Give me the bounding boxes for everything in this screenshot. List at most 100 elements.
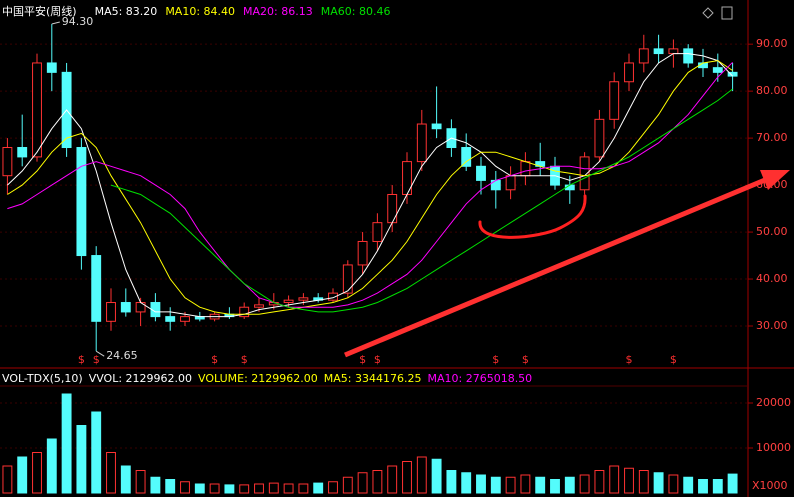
candle-body xyxy=(638,48,649,64)
volume-bar xyxy=(372,470,383,494)
volume-unit: X1000 xyxy=(752,479,788,492)
volume-bar xyxy=(61,393,72,494)
ma-line xyxy=(7,60,733,315)
volume-bar xyxy=(268,482,279,494)
candle-body xyxy=(505,175,516,191)
candle-body xyxy=(594,118,605,158)
candle-body xyxy=(17,147,28,158)
volume-bar xyxy=(313,482,324,494)
volume-bar xyxy=(194,483,205,494)
volume-bar xyxy=(624,467,634,494)
ma-line xyxy=(7,53,733,318)
signal-marker: $ xyxy=(492,353,499,366)
candle-body xyxy=(431,123,442,130)
candle-body xyxy=(579,156,590,191)
volume-bar xyxy=(328,481,338,494)
volume-bar xyxy=(17,456,28,494)
volume-bar xyxy=(402,461,412,494)
volume-bar xyxy=(712,479,723,494)
candle-body xyxy=(520,161,531,177)
signal-marker: $ xyxy=(93,353,100,366)
ma-line xyxy=(110,88,733,313)
candle-body xyxy=(416,123,427,163)
candle-body xyxy=(106,302,116,322)
volume-legend-entry: VOLUME: 2129962.00 xyxy=(198,372,318,385)
volume-title: VOL-TDX(5,10) xyxy=(2,372,83,385)
candle-body xyxy=(357,240,368,266)
candle-body xyxy=(32,62,42,158)
volume-bar xyxy=(387,465,398,494)
volume-bar xyxy=(150,476,161,494)
y-tick-label: 70.00 xyxy=(756,131,788,144)
volume-bar xyxy=(342,476,353,494)
volume-bar xyxy=(416,456,427,494)
candle-body xyxy=(180,316,190,322)
signal-marker: $ xyxy=(670,353,677,366)
chart-title: 中国平安(周线) xyxy=(2,4,77,18)
legend-entry: MA5: 83.20 xyxy=(95,5,158,18)
y-tick-label: 80.00 xyxy=(756,84,788,97)
volume-bar xyxy=(298,483,309,494)
volume-bar xyxy=(476,474,486,494)
legend-entry: MA20: 86.13 xyxy=(243,5,313,18)
candle-body xyxy=(76,147,87,257)
candle-body xyxy=(668,48,679,55)
toolbar-icons xyxy=(702,6,733,20)
volume-bar xyxy=(594,470,605,494)
signal-marker: $ xyxy=(78,353,85,366)
volume-bar xyxy=(283,483,294,494)
volume-bar xyxy=(135,470,146,494)
volume-bar xyxy=(180,481,190,494)
legend-entry: MA60: 80.46 xyxy=(321,5,391,18)
candle-body xyxy=(712,67,723,73)
volume-bar xyxy=(550,479,560,494)
volume-bar xyxy=(653,472,664,494)
signal-marker: $ xyxy=(522,353,529,366)
volume-bar xyxy=(239,484,250,494)
volume-bar xyxy=(76,425,87,494)
candle-body xyxy=(461,147,472,167)
candle-body xyxy=(46,62,57,73)
annotation-leader xyxy=(95,350,105,357)
legend-entry: MA10: 84.40 xyxy=(165,5,235,18)
y-tick-label: 30.00 xyxy=(756,319,788,332)
volume-bar xyxy=(520,474,531,494)
volume-bar xyxy=(165,479,176,494)
candle-body xyxy=(91,255,102,322)
candle-body xyxy=(476,165,486,181)
volume-bar xyxy=(106,452,116,494)
candle-body xyxy=(239,306,250,318)
volume-bar xyxy=(698,479,708,494)
volume-bar xyxy=(683,476,694,494)
hand-drawn-mark xyxy=(478,194,587,239)
volume-bar xyxy=(490,476,501,494)
volume-legend-entry: MA10: 2765018.50 xyxy=(427,372,532,385)
signal-marker: $ xyxy=(359,353,366,366)
candle-body xyxy=(372,222,383,242)
volume-bar xyxy=(564,476,575,494)
candle-body xyxy=(2,147,13,177)
volume-bar xyxy=(535,476,546,494)
candle-body xyxy=(342,264,353,294)
volume-bar xyxy=(91,411,102,494)
candle-body xyxy=(387,193,398,224)
candle-body xyxy=(283,299,294,304)
annotation: 94.30 xyxy=(62,15,94,28)
volume-legend-entry: MA5: 3344176.25 xyxy=(324,372,422,385)
volume-bar xyxy=(254,483,264,494)
volume-bar xyxy=(461,472,472,494)
annotation: 24.65 xyxy=(106,349,138,362)
volume-bar xyxy=(46,438,57,494)
volume-bar xyxy=(609,465,620,494)
volume-bar xyxy=(505,476,516,494)
volume-bar xyxy=(209,483,220,494)
annotation-leader xyxy=(51,21,60,25)
trend-arrow xyxy=(344,177,766,358)
volume-bar xyxy=(32,452,42,494)
volume-bar xyxy=(727,473,738,494)
volume-bar xyxy=(357,472,368,494)
candle-body xyxy=(328,292,338,301)
candle-body xyxy=(653,48,664,55)
y-tick-label: 50.00 xyxy=(756,225,788,238)
